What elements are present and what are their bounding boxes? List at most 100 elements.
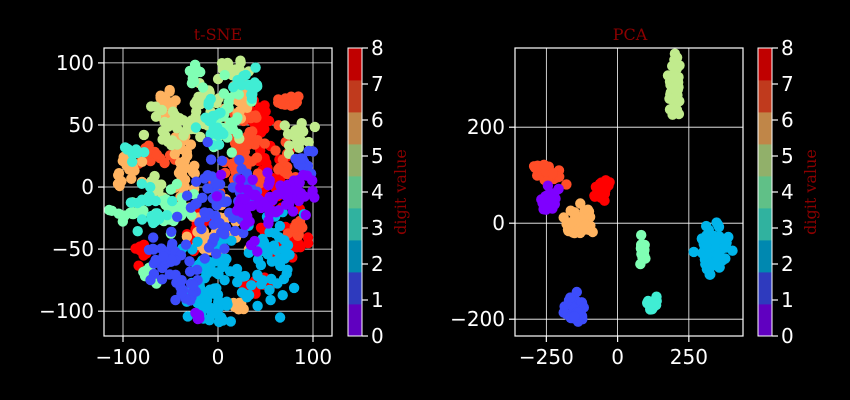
tsne-colorbar-tick-label-3: 3 — [371, 216, 384, 240]
tsne-point-d1 — [307, 146, 319, 157]
tsne-point-d1 — [191, 176, 202, 187]
tsne-point-d1 — [145, 274, 156, 286]
tsne-colorbar-bin-0 — [348, 304, 362, 337]
tsne-point-d0 — [237, 207, 248, 218]
tsne-point-d8 — [302, 238, 314, 249]
tsne-point-d2 — [192, 236, 203, 247]
tsne-point-d3 — [139, 147, 150, 158]
tsne-point-d0 — [262, 202, 273, 213]
tsne-point-d5 — [138, 129, 150, 141]
pca-point-d7 — [538, 159, 550, 170]
tsne-point-d1 — [156, 243, 167, 254]
tsne-point-d1 — [211, 248, 222, 259]
tsne-point-d5 — [279, 120, 290, 131]
tsne-point-d5 — [171, 139, 183, 150]
tsne-point-d2 — [276, 253, 287, 264]
pca-xtick-label-0: −250 — [519, 345, 574, 369]
tsne-point-d3 — [203, 97, 214, 108]
tsne-ytick-label-0: −100 — [39, 299, 94, 323]
tsne-point-d2 — [224, 266, 236, 277]
pca-point-d5 — [674, 96, 685, 107]
tsne-point-d4 — [232, 128, 243, 139]
tsne-point-d5 — [149, 170, 160, 182]
tsne-point-d6 — [136, 156, 148, 167]
tsne-point-d0 — [252, 246, 263, 257]
tsne-point-d1 — [202, 183, 213, 194]
tsne-point-d1 — [172, 211, 183, 222]
tsne-point-d1 — [170, 294, 181, 306]
pca-colorbar-bin-4 — [758, 176, 772, 209]
pca-colorbar-tick-label-4: 4 — [781, 180, 794, 204]
tsne-point-d7 — [250, 110, 261, 121]
pca-colorbar-bin-7 — [758, 80, 772, 113]
tsne-point-d1 — [184, 266, 196, 277]
tsne-point-d4 — [226, 147, 237, 158]
tsne-point-d1 — [202, 136, 213, 148]
tsne-point-d6 — [169, 149, 180, 160]
tsne-ytick-label-1: −50 — [52, 237, 94, 261]
tsne-point-d1 — [181, 190, 193, 201]
tsne-point-d5 — [291, 126, 302, 138]
tsne-point-d3 — [204, 115, 215, 127]
tsne-point-d4 — [103, 204, 115, 216]
pca-point-d8 — [589, 190, 600, 201]
tsne-colorbar-tick-label-5: 5 — [371, 144, 384, 168]
tsne-point-d6 — [181, 231, 193, 242]
tsne-point-d5 — [235, 55, 246, 66]
pca-ytick-label-0: −200 — [450, 307, 505, 331]
tsne-point-d3 — [132, 226, 143, 237]
pca-ytick-label-2: 200 — [467, 115, 505, 139]
tsne-point-d1 — [238, 227, 249, 239]
pca-colorbar-tick-label-2: 2 — [781, 252, 794, 276]
tsne-point-d3 — [228, 82, 239, 93]
tsne-title: t-SNE — [194, 25, 242, 44]
pca-colorbar-bin-3 — [758, 208, 772, 241]
tsne-point-d1 — [199, 207, 210, 218]
tsne-xtick-label-0: −100 — [96, 345, 151, 369]
tsne-points — [103, 55, 320, 328]
tsne-colorbar-bin-7 — [348, 80, 362, 113]
tsne-point-d6 — [114, 180, 125, 192]
tsne-colorbar-tick-label-8: 8 — [371, 36, 384, 60]
tsne-point-d3 — [122, 143, 133, 155]
tsne-point-d1 — [150, 254, 161, 266]
tsne-point-d1 — [227, 182, 239, 193]
tsne-point-d1 — [211, 200, 222, 211]
pca-point-d8 — [600, 175, 611, 186]
tsne-colorbar-bin-8 — [348, 48, 362, 81]
tsne-point-d2 — [252, 254, 264, 265]
tsne-panel: t-SNE −100 0 100 −100 −50 0 50 100 — [39, 25, 333, 369]
tsne-point-d5 — [216, 58, 228, 69]
tsne-point-d2 — [201, 295, 213, 306]
tsne-point-d6 — [126, 173, 137, 184]
tsne-point-d1 — [210, 177, 222, 189]
tsne-point-d4 — [197, 82, 209, 93]
tsne-colorbar-bin-4 — [348, 176, 362, 209]
tsne-ticks: −100 0 100 −100 −50 0 50 100 — [39, 51, 332, 369]
tsne-point-d1 — [176, 275, 187, 286]
tsne-point-d0 — [244, 216, 255, 227]
tsne-point-d1 — [209, 232, 220, 244]
tsne-point-d1 — [219, 229, 230, 240]
pca-point-d2 — [699, 250, 710, 261]
pca-point-d2 — [712, 249, 723, 260]
tsne-point-d1 — [205, 154, 217, 165]
tsne-point-d2 — [243, 289, 255, 301]
tsne-colorbar-tick-label-1: 1 — [371, 288, 384, 312]
tsne-point-d0 — [239, 193, 251, 205]
pca-point-d2 — [688, 246, 699, 258]
tsne-ytick-label-4: 100 — [56, 51, 94, 75]
tsne-point-d0 — [300, 209, 311, 221]
tsne-point-d4 — [219, 69, 230, 81]
tsne-ytick-label-3: 50 — [69, 113, 94, 137]
tsne-point-d7 — [159, 157, 170, 169]
tsne-ytick-label-2: 0 — [81, 175, 94, 199]
pca-colorbar-bin-2 — [758, 240, 772, 273]
tsne-point-d8 — [259, 153, 270, 164]
tsne-point-d7 — [275, 97, 286, 109]
tsne-colorbar-tick-label-7: 7 — [371, 72, 384, 96]
tsne-xtick-label-2: 100 — [294, 345, 332, 369]
tsne-point-d7 — [270, 145, 281, 156]
pca-point-d6 — [566, 216, 578, 228]
